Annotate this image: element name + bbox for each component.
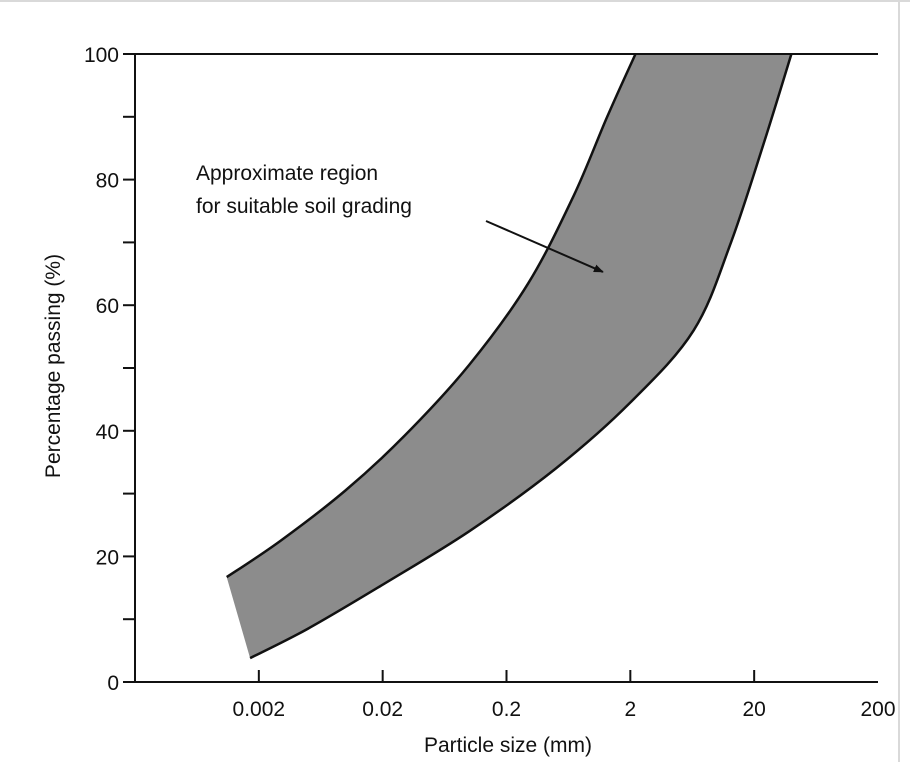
y-tick-label-2: 40 [96,421,119,444]
y-axis-label: Percentage passing (%) [42,254,65,478]
grading-band-fill [226,54,792,659]
y-tick-label-5: 100 [84,44,119,67]
y-tick-label-1: 20 [96,546,119,569]
annotation-line-2: for suitable soil grading [196,195,412,218]
image-top-border [0,0,910,2]
x-tick-label-3: 2 [624,698,636,721]
annotation-arrow [485,220,604,273]
x-tick-label-2: 0.2 [492,698,521,721]
plot-area [226,53,793,660]
band-lower-boundary [249,53,793,660]
x-tick-label-5: 200 [860,698,895,721]
annotation-line-1: Approximate region [196,162,378,185]
image-right-border [898,0,900,762]
axes: 0.002 0.02 0.2 2 20 200 0 20 40 60 80 100 [84,44,896,721]
y-tick-label-4: 80 [96,170,119,193]
y-tick-label-0: 0 [107,672,119,695]
x-axis-label: Particle size (mm) [424,734,592,757]
y-tick-label-3: 60 [96,295,119,318]
x-tick-label-1: 0.02 [362,698,403,721]
x-tick-label-0: 0.002 [233,698,286,721]
x-tick-label-4: 20 [742,698,765,721]
band-upper-boundary [226,53,637,579]
